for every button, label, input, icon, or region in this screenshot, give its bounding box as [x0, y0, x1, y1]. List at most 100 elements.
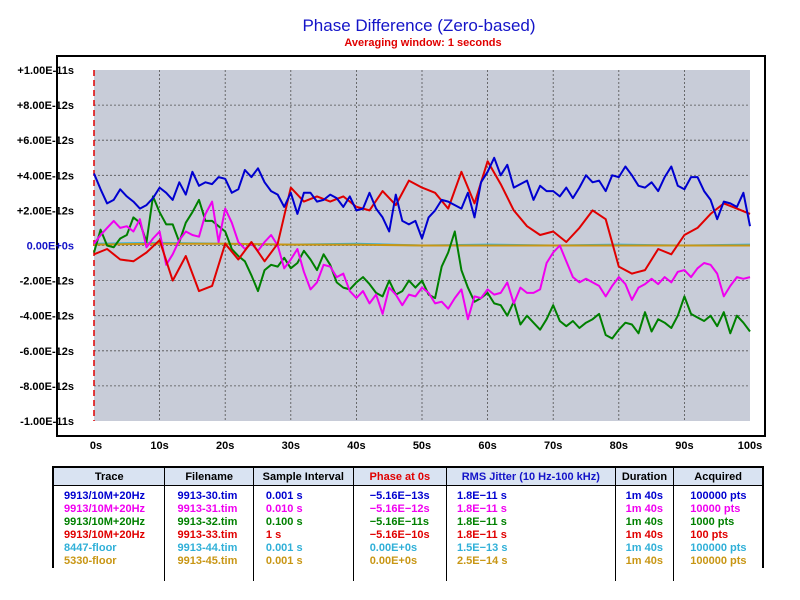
- legend-header-cell: Duration: [615, 468, 675, 486]
- legend-spacer-cell: [164, 568, 254, 581]
- y-tick-label: -8.00E-12s: [20, 381, 74, 393]
- legend-cell: 1.8E−11 s: [446, 529, 616, 542]
- y-tick-label: -1.00E-11s: [20, 416, 74, 428]
- x-tick-label: 50s: [413, 440, 431, 452]
- legend-header-cell: Acquired: [673, 468, 762, 486]
- legend-header-cell: Filename: [164, 468, 254, 486]
- legend-cell: 1m 40s: [615, 503, 675, 516]
- legend-cell: −5.16E−12s: [353, 503, 447, 516]
- y-tick-label: +2.00E-12s: [17, 205, 74, 217]
- legend-cell: 0.00E+0s: [353, 555, 447, 568]
- legend-cell: 9913-45.tim: [164, 555, 254, 568]
- legend-spacer-cell: [253, 568, 354, 581]
- legend-cell: 9913/10M+20Hz: [54, 516, 166, 529]
- x-tick-label: 10s: [150, 440, 168, 452]
- y-tick-label: +4.00E-12s: [17, 170, 74, 182]
- legend-cell: 0.001 s: [253, 555, 354, 568]
- series-line-2: [93, 195, 751, 340]
- legend-cell: 0.001 s: [253, 542, 354, 555]
- legend-row: 5330-floor 9913-45.tim 0.001 s 0.00E+0s 2.5E…: [54, 555, 762, 568]
- legend-cell: 0.001 s: [253, 485, 354, 503]
- x-tick-label: 30s: [282, 440, 300, 452]
- x-tick-label: 0s: [90, 440, 102, 452]
- x-tick-label: 100s: [738, 440, 762, 452]
- phase-difference-chart: +1.00E-11s +8.00E-12s +6.00E-12s +4.00E-12s…: [17, 55, 766, 452]
- legend-cell: −5.16E−13s: [353, 485, 447, 503]
- y-tick-label: -6.00E-12s: [20, 346, 74, 358]
- legend-cell: 1 s: [253, 529, 354, 542]
- legend-spacer-cell: [446, 568, 616, 581]
- legend-cell: 9913-32.tim: [164, 516, 254, 529]
- legend-cell: −5.16E−11s: [353, 516, 447, 529]
- legend-cell: 9913/10M+20Hz: [54, 529, 166, 542]
- x-tick-label: 70s: [544, 440, 562, 452]
- legend-table-frame: Trace Filename Sample Interval Phase at 0s R…: [52, 466, 764, 581]
- y-tick-label: -4.00E-12s: [20, 311, 74, 323]
- chart-subtitle: Averaging window: 1 seconds: [344, 37, 502, 49]
- series-line-0: [93, 156, 751, 240]
- legend-header-cell: RMS Jitter (10 Hz-100 kHz): [446, 468, 616, 486]
- legend-header-cell: Trace: [54, 468, 166, 486]
- legend-cell: 0.00E+0s: [353, 542, 447, 555]
- legend-spacer-cell: [615, 568, 675, 581]
- y-tick-labels: +1.00E-11s +8.00E-12s +6.00E-12s +4.00E-12s…: [17, 65, 74, 428]
- series-line-5: [93, 242, 750, 247]
- legend-cell: 1m 40s: [615, 542, 675, 555]
- legend-spacer-row: [54, 568, 762, 581]
- legend-cell: 100 pts: [673, 529, 762, 542]
- legend-cell: 9913/10M+20Hz: [54, 503, 166, 516]
- legend-cell: 1m 40s: [615, 555, 675, 568]
- legend-cell: 9913-33.tim: [164, 529, 254, 542]
- legend-cell: 9913/10M+20Hz: [54, 485, 166, 503]
- y-tick-label: -2.00E-12s: [20, 276, 74, 288]
- legend-spacer-cell: [353, 568, 447, 581]
- legend-row: 8447-floor 9913-44.tim 0.001 s 0.00E+0s 1.5E…: [54, 542, 762, 555]
- series-line-1: [93, 200, 751, 321]
- legend-row: 9913/10M+20Hz 9913-32.tim 0.100 s −5.16E−11…: [54, 516, 762, 529]
- y-tick-label: +1.00E-11s: [17, 65, 74, 77]
- legend-cell: 5330-floor: [54, 555, 166, 568]
- legend-cell: 1.8E−11 s: [446, 485, 616, 503]
- legend-row: 9913/10M+20Hz 9913-33.tim 1 s −5.16E−10s 1.8…: [54, 529, 762, 542]
- legend-header-cell: Phase at 0s: [353, 468, 447, 486]
- legend-row: 9913/10M+20Hz 9913-31.tim 0.010 s −5.16E−12…: [54, 503, 762, 516]
- legend-cell: 100000 pts: [673, 555, 762, 568]
- legend-cell: 2.5E−14 s: [446, 555, 616, 568]
- legend-header-row: Trace Filename Sample Interval Phase at 0s R…: [54, 468, 762, 486]
- legend-cell: 9913-44.tim: [164, 542, 254, 555]
- x-tick-label: 20s: [216, 440, 234, 452]
- legend-cell: 0.100 s: [253, 516, 354, 529]
- legend-cell: 1m 40s: [615, 485, 675, 503]
- legend-spacer-cell: [673, 568, 762, 581]
- legend-spacer-cell: [54, 568, 166, 581]
- y-tick-label: +8.00E-12s: [17, 100, 74, 112]
- series-lines: [93, 156, 751, 340]
- series-line-3: [93, 160, 751, 293]
- legend-cell: 8447-floor: [54, 542, 166, 555]
- y-tick-label: 0.00E+0s: [27, 241, 74, 253]
- legend-cell: 1.8E−11 s: [446, 516, 616, 529]
- legend-cell: 100000 pts: [673, 542, 762, 555]
- legend-cell: −5.16E−10s: [353, 529, 447, 542]
- y-tick-label: +6.00E-12s: [17, 135, 74, 147]
- legend-body: 9913/10M+20Hz 9913-30.tim 0.001 s −5.16E−13…: [54, 485, 762, 581]
- x-tick-label: 40s: [347, 440, 365, 452]
- legend-cell: 100000 pts: [673, 485, 762, 503]
- legend-cell: 1.5E−13 s: [446, 542, 616, 555]
- legend-row: 9913/10M+20Hz 9913-30.tim 0.001 s −5.16E−13…: [54, 485, 762, 503]
- x-tick-label: 90s: [675, 440, 693, 452]
- chart-title: Phase Difference (Zero-based): [302, 16, 536, 35]
- legend-table: Trace Filename Sample Interval Phase at 0s R…: [54, 468, 762, 581]
- x-tick-label: 80s: [610, 440, 628, 452]
- x-tick-labels: 0s 10s 20s 30s 40s 50s 60s 70s 80s 90s 100s: [90, 440, 762, 452]
- legend-cell: 10000 pts: [673, 503, 762, 516]
- legend-cell: 9913-31.tim: [164, 503, 254, 516]
- legend-cell: 9913-30.tim: [164, 485, 254, 503]
- x-tick-label: 60s: [478, 440, 496, 452]
- legend-cell: 1m 40s: [615, 516, 675, 529]
- legend-cell: 1.8E−11 s: [446, 503, 616, 516]
- legend-header-cell: Sample Interval: [253, 468, 354, 486]
- legend-cell: 0.010 s: [253, 503, 354, 516]
- legend-cell: 1000 pts: [673, 516, 762, 529]
- legend-cell: 1m 40s: [615, 529, 675, 542]
